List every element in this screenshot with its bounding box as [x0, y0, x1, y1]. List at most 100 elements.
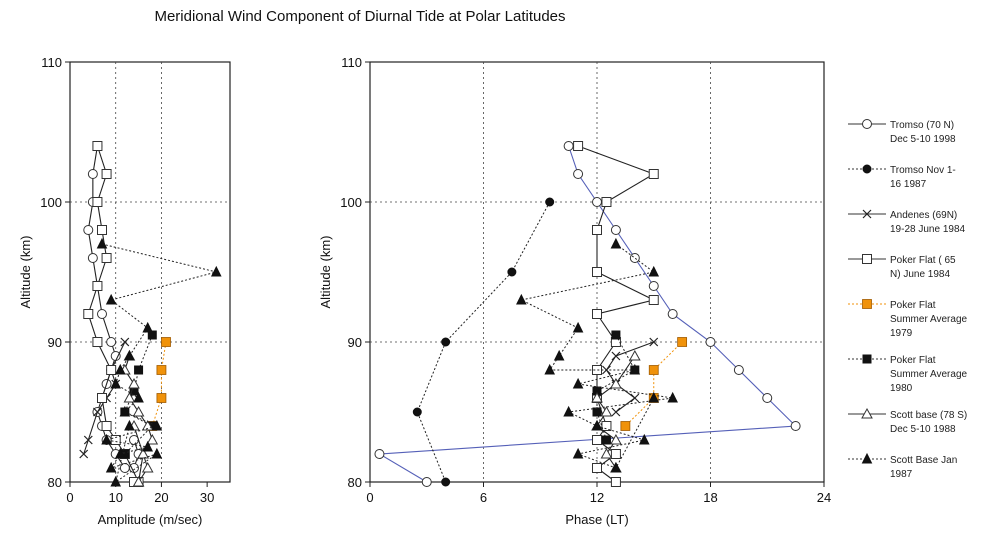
data-point [151, 447, 163, 459]
data-point [592, 407, 602, 417]
data-point [92, 197, 103, 207]
legend-label: 1980 [890, 383, 913, 394]
legend-marker [861, 452, 873, 464]
data-point [114, 447, 126, 459]
y-tick-label: 90 [348, 335, 362, 350]
data-point [97, 393, 107, 403]
data-point [638, 433, 650, 445]
data-point [110, 475, 122, 487]
data-point [648, 265, 660, 277]
legend-label: 1979 [890, 328, 913, 339]
data-point [101, 433, 112, 445]
data-point [610, 461, 622, 473]
data-point [629, 253, 640, 263]
data-point [92, 337, 103, 347]
plot-frame [69, 61, 231, 483]
x-tick-label: 6 [480, 490, 487, 505]
data-point [573, 169, 584, 179]
data-point [83, 225, 94, 235]
series-line [101, 243, 217, 484]
data-point [592, 463, 602, 473]
legend-marker [862, 164, 872, 174]
legend-item: Poker Flat Summer Average 1979 [848, 299, 968, 339]
series-line [87, 145, 140, 483]
data-point [545, 197, 555, 207]
series-line [416, 201, 551, 483]
legend-marker [861, 407, 873, 419]
data-point [123, 391, 136, 403]
y-tick-label: 110 [341, 55, 362, 70]
data-point [592, 197, 602, 207]
legend-label: Dec 5-10 1998 [890, 134, 956, 145]
data-point [648, 295, 659, 305]
data-point [591, 391, 603, 403]
data-point [96, 237, 108, 249]
x-axis-label: Phase (LT) [565, 512, 628, 527]
x-tick-label: 20 [154, 490, 168, 505]
data-point [101, 169, 112, 179]
series-filled-triangle [96, 237, 222, 487]
legend-label: Tromso (70 N) [890, 120, 954, 131]
data-point [600, 447, 613, 459]
data-point [110, 351, 121, 361]
legend-label: N) June 1984 [890, 269, 950, 280]
legend-label: Poker Flat [890, 355, 936, 366]
x-tick-label: 0 [66, 490, 73, 505]
data-point [132, 405, 145, 417]
data-point [87, 169, 98, 179]
series-line [87, 145, 140, 469]
data-point [133, 391, 144, 403]
y-tick-label: 80 [348, 475, 362, 490]
data-point [441, 337, 451, 347]
data-point [591, 419, 603, 431]
legend-item: Tromso (70 N) Dec 5-10 1998 [848, 119, 956, 145]
data-point [610, 477, 621, 487]
data-point [156, 365, 167, 375]
data-point [151, 419, 163, 431]
data-point [592, 267, 602, 277]
data-point [161, 337, 171, 347]
data-point [600, 405, 613, 417]
data-point [101, 421, 112, 431]
x-tick-label: 24 [817, 490, 831, 505]
x-tick-label: 30 [200, 490, 214, 505]
data-point [97, 309, 107, 319]
y-tick-label: 100 [340, 195, 362, 210]
series-orange-square [147, 337, 171, 431]
data-point [128, 377, 140, 389]
data-point [648, 391, 660, 403]
data-point [101, 253, 112, 263]
series-open-circle [374, 141, 801, 487]
data-point [544, 363, 556, 375]
data-point [677, 337, 688, 347]
legend-item: Poker Flat Summer Average 1980 [848, 354, 968, 394]
data-point [762, 393, 773, 403]
data-point [132, 475, 145, 487]
data-point [667, 391, 678, 403]
data-point [83, 309, 94, 319]
series-line [151, 341, 167, 427]
data-point [374, 449, 385, 459]
legend-label: Summer Average [890, 369, 968, 380]
data-point [601, 435, 611, 445]
data-point [87, 253, 98, 263]
data-point [147, 330, 157, 340]
data-point [79, 449, 89, 459]
data-point [705, 337, 716, 347]
data-point [592, 309, 602, 319]
x-tick-label: 12 [590, 490, 604, 505]
data-point [134, 365, 144, 375]
legend-marker [862, 299, 872, 309]
y-tick-label: 110 [41, 55, 62, 70]
data-point [630, 393, 640, 403]
data-point [156, 393, 167, 403]
y-tick-label: 80 [48, 475, 62, 490]
data-point [83, 435, 93, 445]
data-point [611, 330, 621, 340]
data-point [592, 225, 602, 235]
data-point [146, 433, 159, 445]
data-point [610, 377, 622, 389]
legend-label: 16 1987 [890, 179, 927, 190]
data-point [572, 321, 584, 333]
